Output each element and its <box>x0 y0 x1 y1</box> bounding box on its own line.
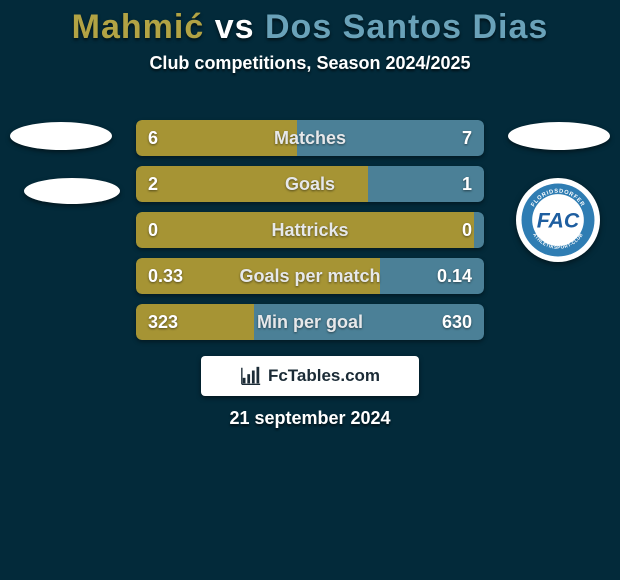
attribution-text: FcTables.com <box>268 366 380 386</box>
title-player1: Mahmić <box>72 8 205 46</box>
stat-row-hattricks: 0 0 Hattricks <box>136 212 484 248</box>
title-player2: Dos Santos Dias <box>265 8 548 46</box>
bar-left <box>136 212 474 248</box>
attribution-box: FcTables.com <box>201 356 419 396</box>
comparison-subtitle: Club competitions, Season 2024/2025 <box>0 53 620 74</box>
stat-row-min-per-goal: 323 630 Min per goal <box>136 304 484 340</box>
bar-left <box>136 166 368 202</box>
stat-row-goals: 2 1 Goals <box>136 166 484 202</box>
comparison-title: Mahmić vs Dos Santos Dias <box>0 0 620 47</box>
value-left: 6 <box>148 120 158 156</box>
snapshot-date: 21 september 2024 <box>0 408 620 429</box>
bar-chart-icon <box>240 365 262 387</box>
value-right: 0.14 <box>437 258 472 294</box>
value-left: 0 <box>148 212 158 248</box>
bar-right <box>474 212 484 248</box>
value-left: 2 <box>148 166 158 202</box>
value-left: 323 <box>148 304 178 340</box>
title-vs: vs <box>215 8 255 46</box>
bar-right <box>297 120 484 156</box>
stat-row-goals-per-match: 0.33 0.14 Goals per match <box>136 258 484 294</box>
stat-row-matches: 6 7 Matches <box>136 120 484 156</box>
stats-chart: 6 7 Matches 2 1 Goals 0 0 Hattricks 0.33… <box>0 120 620 350</box>
value-right: 630 <box>442 304 472 340</box>
bar-left <box>136 120 297 156</box>
value-right: 1 <box>462 166 472 202</box>
value-right: 7 <box>462 120 472 156</box>
value-left: 0.33 <box>148 258 183 294</box>
value-right: 0 <box>462 212 472 248</box>
